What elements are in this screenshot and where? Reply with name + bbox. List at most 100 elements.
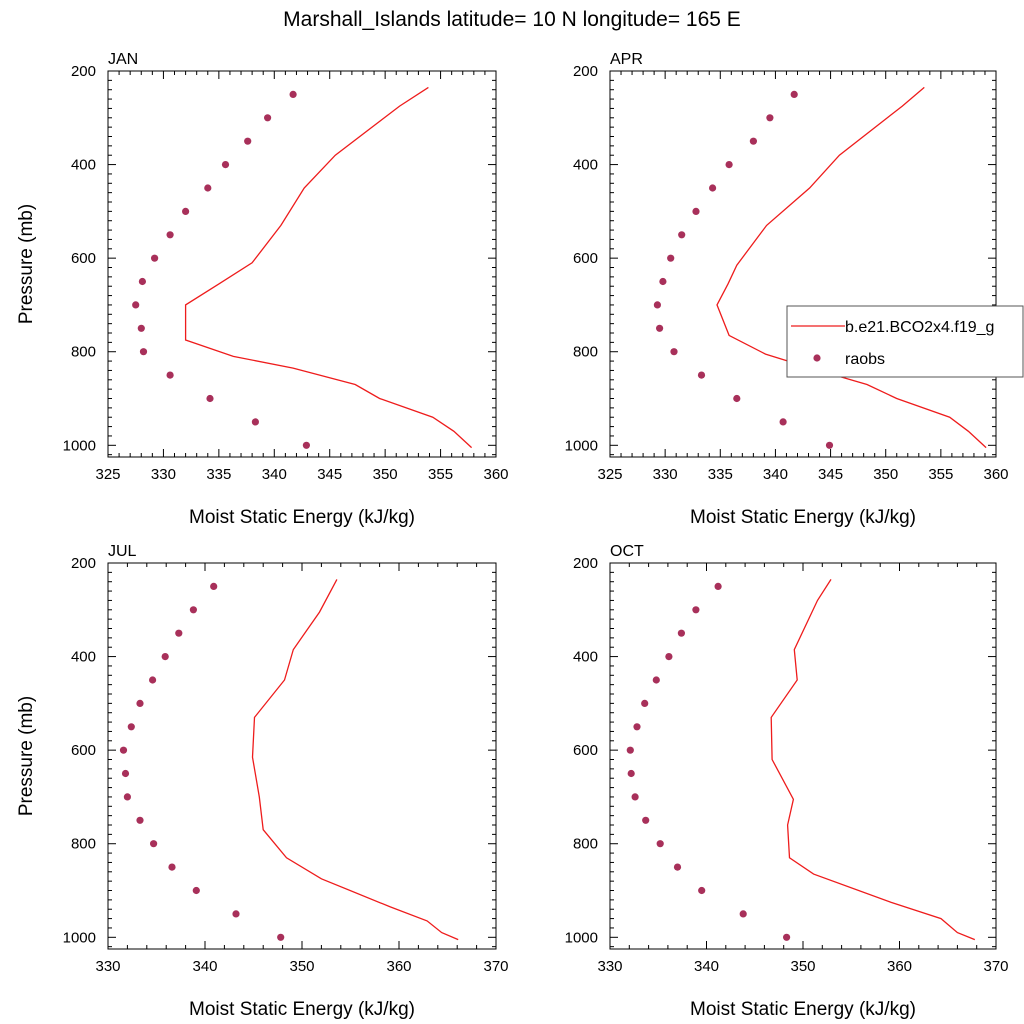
x-tick-label: 335 [708, 466, 733, 483]
panel-label: OCT [610, 543, 644, 560]
raobs-point [709, 184, 717, 192]
x-tick-label: 355 [928, 466, 953, 483]
raobs-point [825, 441, 834, 449]
raobs-point [139, 348, 148, 356]
raobs-point [136, 816, 144, 824]
x-tick-label: 325 [95, 466, 120, 483]
y-tick-label: 1000 [565, 929, 598, 946]
x-tick-label: 340 [262, 466, 287, 483]
raobs-point [221, 161, 230, 169]
y-tick-label: 1000 [565, 437, 598, 454]
raobs-point [697, 371, 706, 379]
model-line [251, 579, 459, 941]
raobs-point [653, 301, 662, 309]
raobs-point [725, 161, 733, 169]
y-tick-label: 200 [573, 63, 598, 80]
raobs-point [119, 746, 128, 754]
raobs-point [232, 910, 240, 918]
raobs-point [667, 254, 675, 262]
raobs-point [175, 629, 183, 637]
legend-box [786, 305, 1024, 378]
y-tick-label: 400 [573, 649, 598, 666]
y-tick-label: 600 [573, 742, 598, 759]
panel-label: JAN [108, 51, 138, 68]
raobs-point [302, 441, 310, 449]
y-tick-label: 200 [573, 555, 598, 572]
raobs-point [150, 840, 158, 848]
raobs-point [678, 231, 686, 239]
y-tick-label: 600 [71, 250, 96, 267]
raobs-point [251, 418, 259, 426]
x-tick-label: 330 [95, 958, 120, 975]
legend-label: raobs [845, 351, 885, 368]
x-tick-label: 330 [653, 466, 678, 483]
raobs-point [161, 653, 169, 661]
raobs-point [656, 324, 664, 332]
raobs-point [673, 863, 682, 871]
raobs-point [182, 207, 190, 215]
x-tick-label: 340 [763, 466, 788, 483]
raobs-point [779, 418, 787, 426]
raobs-point [631, 793, 639, 801]
y-tick-label: 200 [71, 63, 96, 80]
x-tick-label: 360 [483, 466, 508, 483]
x-tick-label: 340 [694, 958, 719, 975]
raobs-point [204, 184, 212, 192]
y-tick-label: 1000 [63, 929, 96, 946]
raobs-point [670, 348, 678, 356]
raobs-point [123, 793, 131, 801]
y-tick-label: 200 [71, 555, 96, 572]
panel-jul: JUL 330 340 350 360 370 200 400 600 800 1000 Moist … [16, 543, 509, 1020]
x-tick-label: 330 [151, 466, 176, 483]
raobs-point [149, 676, 157, 684]
x-tick-label: 350 [289, 958, 314, 975]
x-tick-label: 345 [818, 466, 843, 483]
plot-frame [107, 70, 497, 458]
raobs-point [189, 606, 197, 614]
x-tick-label: 350 [873, 466, 898, 483]
panel-jan: JAN 325 330 335 340 345 350 355 360 200 400 600 800 1… [16, 51, 509, 528]
raobs-point [168, 863, 176, 871]
raobs-point [641, 699, 649, 708]
raobs-point [642, 816, 650, 824]
raobs-point [264, 114, 272, 122]
raobs-point [733, 394, 741, 403]
raobs-point [714, 582, 722, 591]
y-tick-label: 1000 [63, 437, 96, 454]
plot-frame [609, 70, 997, 458]
x-axis-title: Moist Static Energy (kJ/kg) [189, 507, 415, 528]
raobs-point [652, 676, 660, 684]
y-tick-label: 600 [71, 742, 96, 759]
model-line [716, 86, 987, 449]
y-tick-label: 600 [573, 250, 598, 267]
x-tick-label: 360 [983, 466, 1008, 483]
raobs-point [783, 933, 791, 941]
raobs-point [739, 910, 747, 918]
raobs-point [626, 746, 634, 754]
y-tick-label: 800 [71, 344, 96, 361]
raobs-point [121, 769, 130, 778]
raobs-point [210, 582, 218, 591]
raobs-point [665, 653, 673, 661]
x-tick-label: 350 [790, 958, 815, 975]
model-line [184, 86, 473, 449]
x-tick-label: 355 [428, 466, 453, 483]
raobs-point [137, 324, 145, 332]
x-tick-label: 370 [483, 958, 508, 975]
x-tick-label: 350 [373, 466, 398, 483]
x-tick-label: 370 [983, 958, 1008, 975]
raobs-point [127, 723, 135, 731]
panel-oct: OCT 330 340 350 360 370 200 400 600 800 1000 Moist … [565, 543, 1009, 1020]
x-tick-label: 345 [317, 466, 342, 483]
raobs-point [289, 90, 297, 98]
y-axis-title: Pressure (mb) [16, 204, 37, 324]
plot-frame [609, 562, 997, 950]
raobs-point [677, 629, 686, 637]
x-tick-label: 325 [597, 466, 622, 483]
x-tick-label: 360 [887, 958, 912, 975]
y-axis-title: Pressure (mb) [16, 696, 37, 816]
raobs-point [766, 114, 774, 122]
raobs-point [656, 840, 664, 848]
raobs-point [151, 254, 159, 262]
